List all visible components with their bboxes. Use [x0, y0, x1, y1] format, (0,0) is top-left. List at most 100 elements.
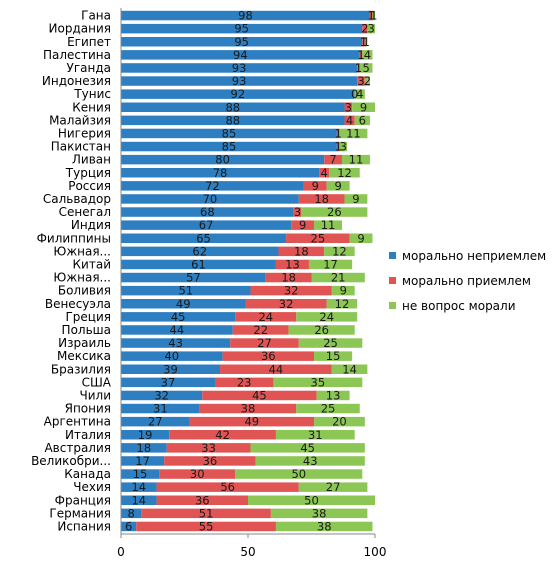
data-label: 12	[337, 166, 352, 180]
legend-swatch	[389, 302, 396, 309]
data-label: 3	[340, 140, 347, 154]
data-label: 11	[346, 126, 361, 140]
data-label: 27	[326, 480, 341, 494]
category-label: Аргентина	[44, 415, 111, 429]
bar-segment	[121, 338, 231, 348]
data-label: 32	[279, 297, 294, 311]
bar-segment	[121, 495, 157, 505]
bar-segment	[326, 299, 358, 309]
data-label: 26	[327, 205, 342, 219]
bar-segment	[121, 325, 233, 335]
category-label: Греция	[65, 310, 111, 324]
data-label: 9	[352, 192, 359, 206]
bar-segment	[296, 403, 360, 414]
data-label: 35	[311, 375, 326, 389]
data-label: 45	[171, 310, 186, 324]
data-label: 85	[222, 126, 237, 140]
data-label: 56	[220, 480, 235, 494]
data-label: 49	[176, 297, 191, 311]
data-label: 4	[364, 48, 371, 62]
category-label: Кения	[72, 100, 111, 114]
data-label: 98	[238, 9, 253, 23]
data-label: 14	[131, 493, 146, 507]
bar-segment	[121, 403, 200, 414]
data-label: 27	[257, 336, 272, 350]
data-label: 24	[258, 310, 273, 324]
category-label: Пакистан	[51, 140, 111, 154]
bar-segment	[372, 10, 375, 21]
category-label: Франция	[55, 493, 111, 507]
bar-segment	[232, 325, 289, 335]
bar-segment	[344, 102, 353, 112]
bar-segment	[319, 168, 330, 178]
bar-segment	[121, 377, 215, 388]
bar-segment	[121, 154, 325, 165]
bar-segment	[362, 50, 373, 60]
bars-layer	[121, 10, 375, 532]
bar-segment	[359, 50, 363, 60]
data-label: 9	[340, 284, 347, 298]
category-label: Боливия	[58, 284, 111, 298]
bar-segment	[357, 63, 360, 73]
data-label: 44	[269, 362, 284, 376]
category-label: Венесуэла	[45, 297, 111, 311]
bar-segment	[336, 141, 340, 152]
bar-segment	[336, 128, 340, 139]
data-label: 15	[326, 349, 341, 363]
data-label: 27	[148, 415, 163, 429]
bar-segment	[331, 364, 368, 374]
bar-segment	[265, 272, 312, 283]
data-label: 78	[213, 166, 228, 180]
data-label: 92	[231, 87, 246, 101]
bar-segment	[349, 233, 373, 243]
data-label: 39	[163, 362, 178, 376]
data-label: 1	[362, 35, 369, 49]
bar-segment	[214, 377, 274, 388]
bar-segment	[275, 259, 309, 270]
data-label: 12	[332, 244, 347, 258]
category-label: Уганда	[67, 61, 111, 75]
category-label: Чили	[80, 388, 112, 402]
category-label: Индия	[71, 218, 111, 232]
data-label: 3	[345, 100, 352, 114]
category-label: Германия	[49, 506, 111, 520]
data-label: 62	[192, 244, 207, 258]
bar-segment	[121, 50, 360, 60]
data-label: 50	[304, 493, 319, 507]
bar-segment	[121, 76, 358, 86]
bar-segment	[250, 285, 332, 296]
bar-segment	[273, 377, 363, 388]
bar-segment	[235, 312, 297, 322]
bar-segment	[354, 115, 370, 126]
bar-segment	[341, 154, 370, 165]
category-label: Мексика	[57, 349, 111, 363]
bar-segment	[362, 37, 365, 47]
bar-segment	[121, 430, 170, 440]
data-label: 6	[125, 519, 132, 533]
bar-segment	[303, 181, 327, 191]
data-label: 95	[234, 22, 249, 36]
bar-segment	[364, 76, 370, 86]
category-label: Турция	[65, 166, 111, 180]
bar-segment	[121, 10, 370, 21]
data-label: 33	[201, 441, 216, 455]
data-label: 57	[186, 271, 201, 285]
axes-layer	[120, 8, 376, 538]
data-label: 11	[349, 153, 364, 167]
data-label: 22	[253, 323, 268, 337]
bar-segment	[121, 37, 363, 47]
data-label: 93	[232, 61, 247, 75]
category-label: Филиппины	[37, 231, 111, 245]
bar-segment	[121, 168, 320, 178]
category-label: Чехия	[73, 480, 111, 494]
legend-swatch	[389, 252, 396, 259]
data-label: 44	[170, 323, 185, 337]
bar-segment	[344, 115, 355, 126]
bar-segment	[362, 23, 368, 34]
bar-segment	[136, 521, 276, 532]
data-label: 26	[314, 323, 329, 337]
data-label: 1	[335, 140, 342, 154]
data-label: 11	[321, 218, 336, 232]
bar-segment	[298, 338, 363, 348]
bar-segment	[364, 37, 368, 47]
